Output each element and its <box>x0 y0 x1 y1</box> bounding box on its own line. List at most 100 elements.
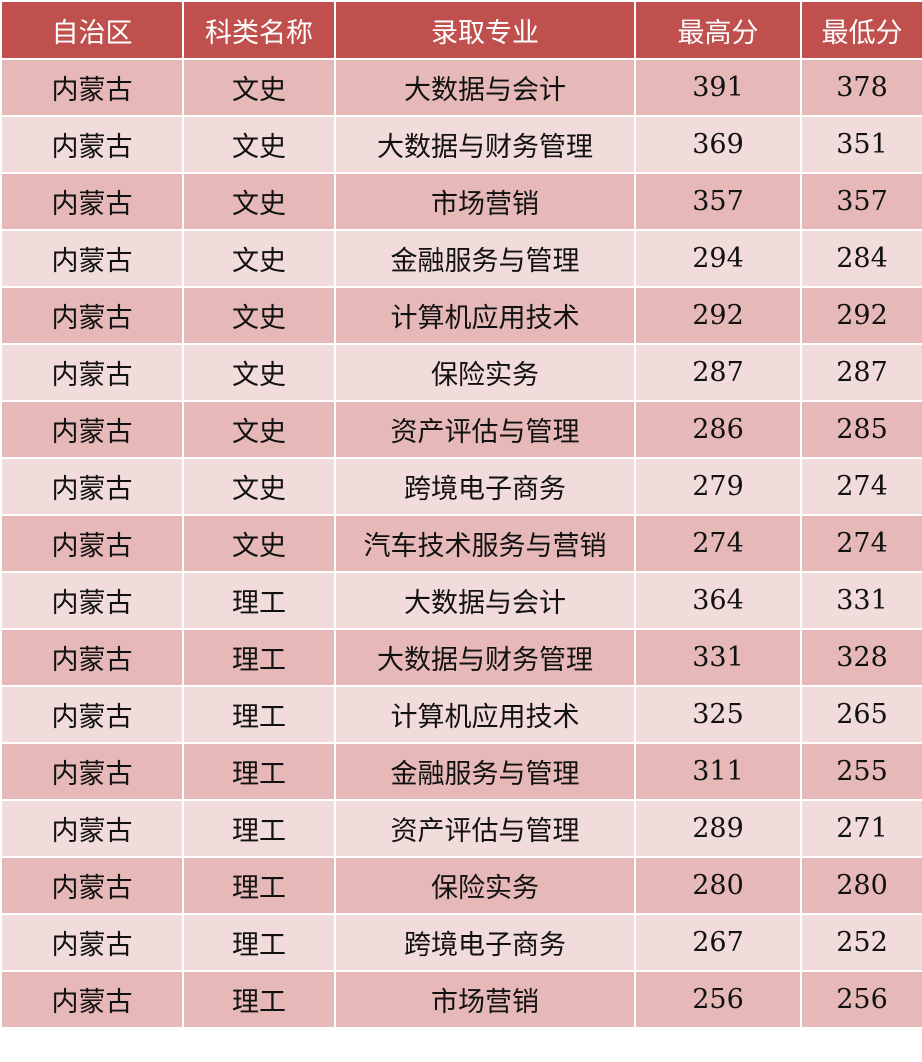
cell-region: 内蒙古 <box>0 913 184 972</box>
cell-major: 保险实务 <box>334 856 636 915</box>
cell-major: 市场营销 <box>334 172 636 231</box>
table-row: 内蒙古 文史 大数据与会计 391 378 <box>0 58 922 117</box>
header-category: 科类名称 <box>182 0 336 60</box>
cell-category: 文史 <box>182 115 336 174</box>
cell-max-score: 357 <box>634 172 802 231</box>
cell-region: 内蒙古 <box>0 970 184 1029</box>
table-row: 内蒙古 文史 汽车技术服务与营销 274 274 <box>0 514 922 573</box>
table-row: 内蒙古 理工 市场营销 256 256 <box>0 970 922 1029</box>
cell-max-score: 289 <box>634 799 802 858</box>
cell-min-score: 285 <box>800 400 922 459</box>
table-row: 内蒙古 理工 跨境电子商务 267 252 <box>0 913 922 972</box>
cell-category: 文史 <box>182 229 336 288</box>
cell-major: 金融服务与管理 <box>334 229 636 288</box>
cell-region: 内蒙古 <box>0 799 184 858</box>
cell-major: 跨境电子商务 <box>334 457 636 516</box>
cell-major: 大数据与会计 <box>334 58 636 117</box>
cell-region: 内蒙古 <box>0 286 184 345</box>
cell-region: 内蒙古 <box>0 457 184 516</box>
cell-max-score: 286 <box>634 400 802 459</box>
cell-min-score: 331 <box>800 571 922 630</box>
table-row: 内蒙古 理工 大数据与财务管理 331 328 <box>0 628 922 687</box>
cell-max-score: 287 <box>634 343 802 402</box>
cell-category: 文史 <box>182 400 336 459</box>
table-row: 内蒙古 理工 计算机应用技术 325 265 <box>0 685 922 744</box>
cell-min-score: 274 <box>800 514 922 573</box>
cell-major: 汽车技术服务与营销 <box>334 514 636 573</box>
cell-max-score: 274 <box>634 514 802 573</box>
table-row: 内蒙古 理工 资产评估与管理 289 271 <box>0 799 922 858</box>
cell-major: 市场营销 <box>334 970 636 1029</box>
cell-min-score: 284 <box>800 229 922 288</box>
cell-category: 理工 <box>182 628 336 687</box>
table-row: 内蒙古 文史 保险实务 287 287 <box>0 343 922 402</box>
cell-region: 内蒙古 <box>0 58 184 117</box>
cell-major: 计算机应用技术 <box>334 685 636 744</box>
cell-min-score: 271 <box>800 799 922 858</box>
table-row: 内蒙古 理工 金融服务与管理 311 255 <box>0 742 922 801</box>
cell-region: 内蒙古 <box>0 685 184 744</box>
table-row: 内蒙古 文史 大数据与财务管理 369 351 <box>0 115 922 174</box>
cell-major: 计算机应用技术 <box>334 286 636 345</box>
admission-scores-table: 自治区 科类名称 录取专业 最高分 最低分 内蒙古 文史 大数据与会计 391 378 内蒙古 文史… <box>0 0 922 1029</box>
cell-category: 理工 <box>182 970 336 1029</box>
cell-max-score: 331 <box>634 628 802 687</box>
cell-region: 内蒙古 <box>0 856 184 915</box>
cell-max-score: 364 <box>634 571 802 630</box>
cell-major: 跨境电子商务 <box>334 913 636 972</box>
cell-major: 金融服务与管理 <box>334 742 636 801</box>
cell-major: 资产评估与管理 <box>334 400 636 459</box>
header-min-score: 最低分 <box>800 0 922 60</box>
cell-major: 保险实务 <box>334 343 636 402</box>
cell-max-score: 311 <box>634 742 802 801</box>
table-row: 内蒙古 文史 金融服务与管理 294 284 <box>0 229 922 288</box>
cell-min-score: 255 <box>800 742 922 801</box>
table-row: 内蒙古 文史 计算机应用技术 292 292 <box>0 286 922 345</box>
cell-region: 内蒙古 <box>0 115 184 174</box>
header-major: 录取专业 <box>334 0 636 60</box>
cell-min-score: 265 <box>800 685 922 744</box>
cell-category: 理工 <box>182 571 336 630</box>
cell-major: 大数据与会计 <box>334 571 636 630</box>
cell-region: 内蒙古 <box>0 229 184 288</box>
cell-min-score: 357 <box>800 172 922 231</box>
cell-major: 大数据与财务管理 <box>334 628 636 687</box>
cell-region: 内蒙古 <box>0 172 184 231</box>
header-region: 自治区 <box>0 0 184 60</box>
table-row: 内蒙古 理工 保险实务 280 280 <box>0 856 922 915</box>
cell-max-score: 256 <box>634 970 802 1029</box>
cell-category: 理工 <box>182 742 336 801</box>
cell-category: 理工 <box>182 685 336 744</box>
cell-region: 内蒙古 <box>0 514 184 573</box>
cell-category: 文史 <box>182 286 336 345</box>
cell-min-score: 280 <box>800 856 922 915</box>
cell-category: 文史 <box>182 58 336 117</box>
cell-category: 文史 <box>182 343 336 402</box>
cell-max-score: 279 <box>634 457 802 516</box>
cell-max-score: 294 <box>634 229 802 288</box>
table-row: 内蒙古 文史 跨境电子商务 279 274 <box>0 457 922 516</box>
cell-major: 大数据与财务管理 <box>334 115 636 174</box>
table-row: 内蒙古 理工 大数据与会计 364 331 <box>0 571 922 630</box>
cell-min-score: 252 <box>800 913 922 972</box>
cell-max-score: 292 <box>634 286 802 345</box>
cell-category: 理工 <box>182 856 336 915</box>
cell-region: 内蒙古 <box>0 571 184 630</box>
table-row: 内蒙古 文史 市场营销 357 357 <box>0 172 922 231</box>
cell-max-score: 369 <box>634 115 802 174</box>
table-row: 内蒙古 文史 资产评估与管理 286 285 <box>0 400 922 459</box>
cell-region: 内蒙古 <box>0 343 184 402</box>
cell-min-score: 292 <box>800 286 922 345</box>
cell-region: 内蒙古 <box>0 400 184 459</box>
cell-max-score: 280 <box>634 856 802 915</box>
header-row: 自治区 科类名称 录取专业 最高分 最低分 <box>0 0 922 60</box>
cell-category: 文史 <box>182 457 336 516</box>
cell-category: 理工 <box>182 799 336 858</box>
cell-major: 资产评估与管理 <box>334 799 636 858</box>
cell-max-score: 267 <box>634 913 802 972</box>
cell-region: 内蒙古 <box>0 742 184 801</box>
cell-min-score: 274 <box>800 457 922 516</box>
cell-min-score: 351 <box>800 115 922 174</box>
cell-category: 文史 <box>182 172 336 231</box>
cell-min-score: 378 <box>800 58 922 117</box>
